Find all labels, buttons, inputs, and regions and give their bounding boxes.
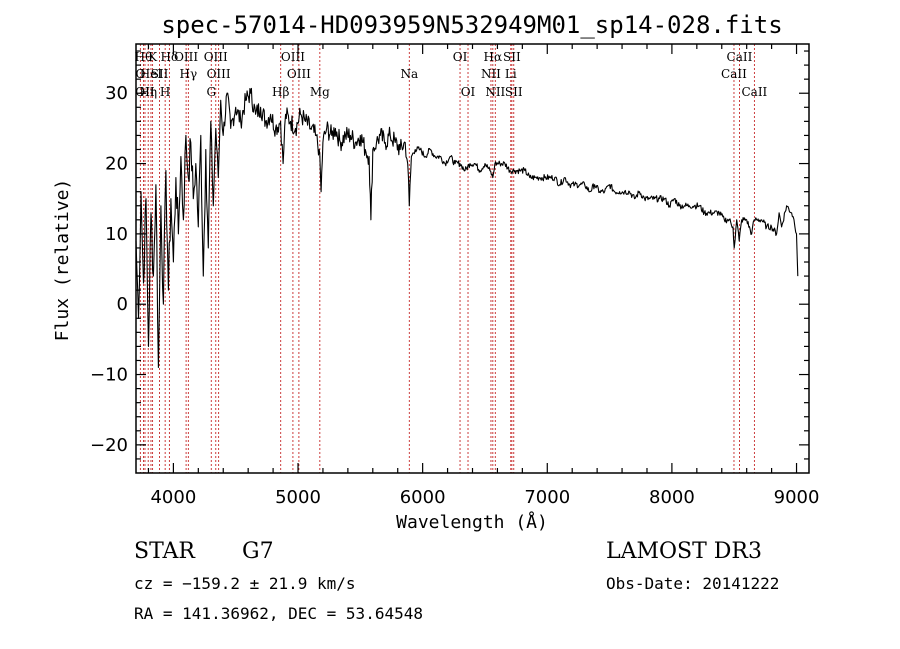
- line-marker-label: H: [160, 85, 170, 99]
- plot-frame: [135, 43, 810, 474]
- y-tick-label: 30: [105, 83, 128, 104]
- line-marker-label: CaII: [727, 50, 753, 64]
- x-tick-label: 8000: [649, 487, 695, 508]
- line-marker-label: Hγ: [180, 67, 198, 81]
- y-axis: −20 −10 0 10 20 30: [90, 50, 809, 460]
- line-marker-label: OIII: [207, 67, 231, 81]
- sky-coordinates: RA = 141.36962, DEC = 53.64548: [134, 604, 423, 623]
- line-marker-label: Hθ: [135, 50, 153, 64]
- line-marker-label: Hβ: [272, 85, 289, 99]
- line-marker-label: Li: [505, 67, 517, 81]
- line-marker-label: OIII: [281, 50, 305, 64]
- y-tick-label: 0: [117, 294, 128, 315]
- line-marker-label: OIII: [204, 50, 228, 64]
- line-marker-label: OIII: [174, 50, 198, 64]
- line-marker-label: CaII: [741, 85, 767, 99]
- line-marker-labels: OHθOIIHηHeIKSIIHHδOIIIHγGOIIIOIIIHβOIIIO…: [135, 50, 768, 99]
- line-marker-label: SII: [151, 67, 169, 81]
- line-marker-label: SII: [503, 50, 521, 64]
- line-marker-label: Hη: [139, 85, 157, 99]
- y-tick-label: 20: [105, 154, 128, 175]
- x-tick-label: 5000: [275, 487, 321, 508]
- line-marker-label: CaII: [721, 67, 747, 81]
- line-marker-label: K: [148, 50, 158, 64]
- line-marker-label: HeI: [140, 67, 163, 81]
- object-class: STAR: [134, 539, 196, 564]
- line-marker-label: O: [135, 67, 145, 81]
- spectrum-line: [135, 87, 799, 369]
- redshift-velocity: cz = −159.2 ± 21.9 km/s: [134, 574, 356, 593]
- line-marker-label: OIII: [287, 67, 311, 81]
- line-markers: [139, 44, 755, 473]
- x-tick-label: 4000: [150, 487, 196, 508]
- line-marker-label: NII: [485, 85, 505, 99]
- line-marker-label: G: [206, 85, 216, 99]
- line-marker-label: NII: [481, 67, 501, 81]
- line-marker-label: Hα: [484, 50, 503, 64]
- y-axis-label: Flux (relative): [52, 179, 73, 342]
- x-tick-label: 7000: [524, 487, 570, 508]
- y-tick-label: −10: [90, 365, 128, 386]
- line-marker-label: SII: [505, 85, 523, 99]
- spectral-subclass: G7: [242, 539, 274, 564]
- x-tick-label: 9000: [774, 487, 820, 508]
- chart-title: spec-57014-HD093959N532949M01_sp14-028.f…: [161, 11, 782, 39]
- line-marker-label: OI: [453, 50, 468, 64]
- x-axis-label: Wavelength (Å): [396, 511, 548, 533]
- line-marker-label: OII: [135, 85, 155, 99]
- line-marker-label: Mg: [310, 85, 330, 99]
- y-tick-label: −20: [90, 435, 128, 456]
- x-axis: 4000 5000 6000 7000 8000 9000: [147, 44, 820, 508]
- line-marker-label: OI: [461, 85, 476, 99]
- y-tick-label: 10: [105, 224, 128, 245]
- survey-name: LAMOST DR3: [606, 539, 762, 564]
- line-marker-label: Na: [400, 67, 418, 81]
- observation-date: Obs-Date: 20141222: [606, 574, 779, 593]
- x-tick-label: 6000: [400, 487, 446, 508]
